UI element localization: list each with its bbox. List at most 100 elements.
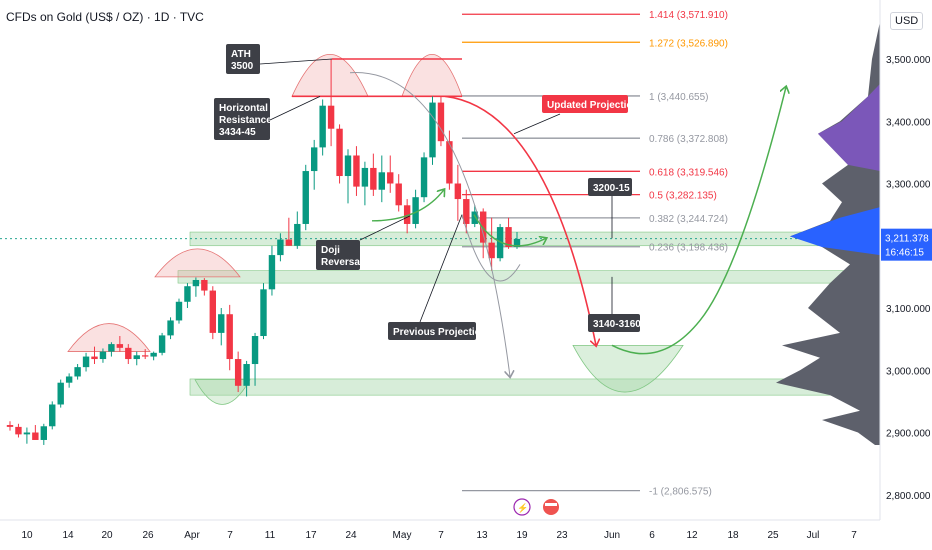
- current-price-value: 3,211.378: [885, 234, 929, 245]
- short-term-arrow: [473, 214, 546, 247]
- zone-upper-label: 3200-15: [588, 178, 632, 196]
- fib-level-label: 1.414 (3,571.910): [649, 10, 728, 21]
- support-zone: [177, 270, 881, 284]
- candle-body: [268, 255, 276, 290]
- candle-body: [378, 172, 385, 190]
- x-tick-label: 11: [265, 530, 276, 541]
- updated-projection-label: Updated Projection: [542, 95, 639, 113]
- candle-body: [184, 286, 191, 302]
- current-price-tag: [881, 228, 932, 261]
- candle-body: [319, 105, 326, 148]
- x-tick-label: Apr: [184, 530, 200, 541]
- x-tick-label: 7: [438, 530, 444, 541]
- x-tick-label: 18: [727, 530, 739, 541]
- projection-branch: [461, 214, 521, 282]
- support-bowl: [572, 344, 684, 393]
- candle-body: [429, 102, 436, 158]
- updated-projection-leader: [513, 113, 561, 135]
- fib-level-label: 1 (3,440.655): [649, 92, 709, 103]
- candle-body: [420, 157, 428, 198]
- resistance-label-text: Resistance: [219, 115, 272, 126]
- volume-profile: [776, 21, 880, 445]
- x-tick-label: 17: [305, 530, 317, 541]
- zone-lower-label: 3140-3160: [588, 314, 641, 332]
- ath-leader: [259, 58, 333, 65]
- candle-body: [15, 426, 22, 435]
- resistance-dome: [401, 53, 463, 97]
- currency-selector[interactable]: USD: [890, 12, 924, 30]
- y-tick-label: 3,000.000: [886, 366, 931, 377]
- candle-body: [243, 364, 250, 386]
- doji-leader: [359, 215, 411, 241]
- x-tick-label: Jul: [807, 530, 820, 541]
- candle-body: [32, 432, 39, 440]
- fib-level-label: -1 (2,806.575): [649, 487, 712, 498]
- x-tick-label: 10: [21, 530, 33, 541]
- candle-body: [353, 155, 360, 187]
- candle-body: [91, 356, 98, 360]
- candle-body: [302, 171, 309, 224]
- candle-body: [488, 242, 495, 259]
- event-lightning-icon: [513, 498, 531, 516]
- previous-projection-label: Previous Projection: [388, 322, 487, 340]
- ath-label-text: 3500: [231, 61, 254, 72]
- candle-body: [403, 205, 411, 224]
- candle-body: [370, 167, 377, 190]
- x-tick-label: 23: [556, 530, 568, 541]
- candle-body: [226, 314, 233, 360]
- x-tick-label: 7: [227, 530, 233, 541]
- support-zone: [189, 378, 881, 396]
- resistance-label-text: Horizontal: [219, 103, 268, 114]
- candle-body: [446, 141, 453, 184]
- candle-body: [480, 211, 487, 243]
- candle-body: [454, 183, 462, 200]
- candle-body: [142, 355, 149, 357]
- candle-body: [251, 336, 259, 365]
- updated-projection-label-text: Updated Projection: [547, 100, 639, 111]
- doji-label-bg: [316, 240, 360, 270]
- chart-title: CFDs on Gold (US$ / OZ) · 1D · TVC: [6, 10, 204, 24]
- candle-body: [158, 335, 166, 353]
- us-flag-icon: [543, 499, 559, 515]
- fib-level-label: 0.5 (3,282.135): [649, 191, 717, 202]
- candle-body: [167, 320, 174, 336]
- zone-upper-label-text: 3200-15: [593, 183, 630, 194]
- candle-body: [65, 376, 73, 383]
- ath-label-bg: [226, 44, 260, 74]
- candle-body: [209, 290, 216, 333]
- updated-projection-arrow: [444, 95, 596, 345]
- candle-body: [218, 314, 225, 333]
- candle-body: [82, 356, 90, 368]
- fib-level-label: 0.382 (3,244.724): [649, 214, 728, 225]
- candle-body: [437, 102, 445, 142]
- candle-body: [133, 355, 140, 360]
- x-tick-label: 25: [767, 530, 779, 541]
- previous-projection-arrow: [349, 72, 510, 377]
- candle-body: [49, 404, 56, 427]
- resistance-dome: [67, 323, 151, 352]
- fib-level-label: 0.236 (3,198.436): [649, 243, 728, 254]
- candle-body: [285, 239, 293, 246]
- y-tick-label: 2,900.000: [886, 429, 931, 440]
- candle-body: [311, 147, 318, 172]
- fib-level-label: 0.618 (3,319.546): [649, 167, 728, 178]
- x-tick-label: 13: [476, 530, 488, 541]
- resistance-dome: [291, 54, 369, 97]
- candle-body: [23, 432, 31, 435]
- candle-body: [125, 347, 132, 360]
- y-tick-label: 3,100.000: [886, 304, 931, 315]
- candle-body: [260, 289, 267, 337]
- candle-body: [234, 359, 242, 386]
- candle-body: [327, 105, 335, 129]
- resistance-label-text: 3434-45: [219, 127, 256, 138]
- volume-profile-purple: [818, 83, 880, 172]
- x-tick-label: 14: [62, 530, 74, 541]
- candle-body: [108, 344, 115, 352]
- candle-body: [395, 183, 402, 206]
- us-flag-icon-stripe: [545, 503, 557, 506]
- y-axis: 2,800.0002,900.0003,000.0003,100.0003,20…: [879, 0, 932, 520]
- doji-label-text: Reversal: [321, 257, 363, 268]
- ath-label-text: ATH: [231, 49, 251, 60]
- resistance-leader: [269, 95, 321, 121]
